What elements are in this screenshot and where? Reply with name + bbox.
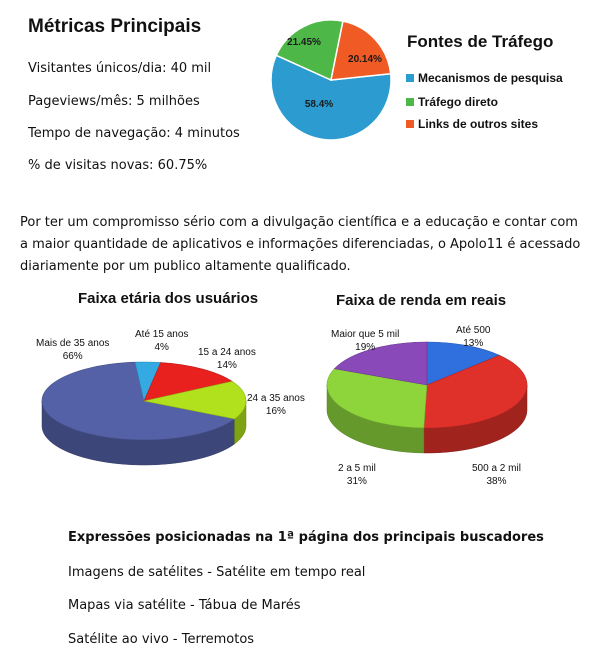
keyword-item: Satélite ao vivo - Terremotos bbox=[68, 632, 255, 647]
category-label: 2 a 5 mil bbox=[338, 463, 376, 474]
data-label: 58.4% bbox=[305, 99, 333, 110]
value-label: 38% bbox=[486, 476, 507, 487]
pie-slice bbox=[426, 341, 501, 386]
income-label-2-5k: 2 a 5 mil 31% bbox=[338, 462, 376, 488]
pie-slice bbox=[330, 20, 392, 81]
category-label: 15 a 24 anos bbox=[198, 347, 256, 358]
legend-item-referral-links: Links de outros sites bbox=[406, 117, 538, 131]
income-label-500-2k: 500 a 2 mil 38% bbox=[472, 462, 521, 488]
value-label: 13% bbox=[463, 338, 484, 349]
income-chart-title: Faixa de renda em reais bbox=[336, 292, 507, 309]
value-label: 14% bbox=[216, 360, 237, 371]
category-label: 24 a 35 anos bbox=[247, 393, 305, 404]
legend-label: Links de outros sites bbox=[418, 117, 539, 131]
legend-swatch bbox=[406, 74, 414, 82]
category-label: Maior que 5 mil bbox=[331, 329, 400, 340]
legend-swatch bbox=[406, 120, 414, 128]
legend-swatch bbox=[406, 98, 414, 106]
pie-slice bbox=[326, 368, 428, 429]
value-label: 4% bbox=[154, 342, 169, 353]
keyword-item: Imagens de satélites - Satélite em tempo… bbox=[68, 565, 366, 580]
age-label-over-35: Mais de 35 anos 66% bbox=[36, 337, 109, 363]
metrics-title: Métricas Principais bbox=[28, 16, 202, 37]
pie-slice bbox=[143, 362, 233, 402]
traffic-chart-title: Fontes de Tráfego bbox=[407, 32, 554, 51]
pie-slice bbox=[275, 19, 344, 82]
age-label-under-15: Até 15 anos 4% bbox=[135, 328, 188, 354]
value-label: 31% bbox=[346, 476, 367, 487]
legend-item-search-engines: Mecanismos de pesquisa bbox=[406, 71, 563, 85]
legend-label: Mecanismos de pesquisa bbox=[418, 71, 563, 85]
data-label: 21.45% bbox=[287, 37, 321, 48]
pie-slice bbox=[270, 54, 392, 141]
age-chart-title: Faixa etária dos usuários bbox=[78, 290, 259, 307]
metric-unique-visitors: Visitantes únicos/dia: 40 mil bbox=[28, 61, 212, 76]
pie-slice bbox=[423, 354, 528, 429]
traffic-sources-pie: 58.4% 21.45% 20.14% bbox=[270, 19, 392, 141]
value-label: 19% bbox=[355, 342, 376, 353]
value-label: 16% bbox=[265, 406, 286, 417]
data-label: 20.14% bbox=[348, 54, 382, 65]
pie-slice bbox=[41, 361, 236, 441]
intro-paragraph: Por ter um compromisso sério com a divul… bbox=[20, 215, 581, 274]
age-label-15-24: 15 a 24 anos 14% bbox=[198, 346, 256, 372]
pie-slice bbox=[143, 381, 247, 420]
income-range-pie bbox=[326, 341, 528, 454]
category-label: Mais de 35 anos bbox=[36, 338, 110, 349]
value-label: 66% bbox=[62, 351, 83, 362]
category-label: Até 15 anos bbox=[135, 329, 189, 340]
legend-item-direct-traffic: Tráfego direto bbox=[406, 95, 498, 109]
age-range-pie bbox=[41, 361, 247, 466]
income-label-over-5k: Maior que 5 mil 19% bbox=[331, 328, 399, 354]
age-label-24-35: 24 a 35 anos 16% bbox=[247, 392, 305, 418]
category-label: Até 500 bbox=[456, 325, 491, 336]
legend-label: Tráfego direto bbox=[418, 95, 499, 109]
pie-slice bbox=[333, 341, 428, 386]
keywords-title: Expressões posicionadas na 1ª página dos… bbox=[68, 530, 544, 545]
income-label-up-to-500: Até 500 13% bbox=[456, 324, 490, 350]
metric-new-visits: % de visitas novas: 60.75% bbox=[28, 158, 208, 173]
metric-navigation-time: Tempo de navegação: 4 minutos bbox=[28, 126, 240, 141]
category-label: 500 a 2 mil bbox=[472, 463, 521, 474]
keyword-item: Mapas via satélite - Tábua de Marés bbox=[68, 598, 301, 613]
metric-pageviews: Pageviews/mês: 5 milhões bbox=[28, 94, 200, 109]
